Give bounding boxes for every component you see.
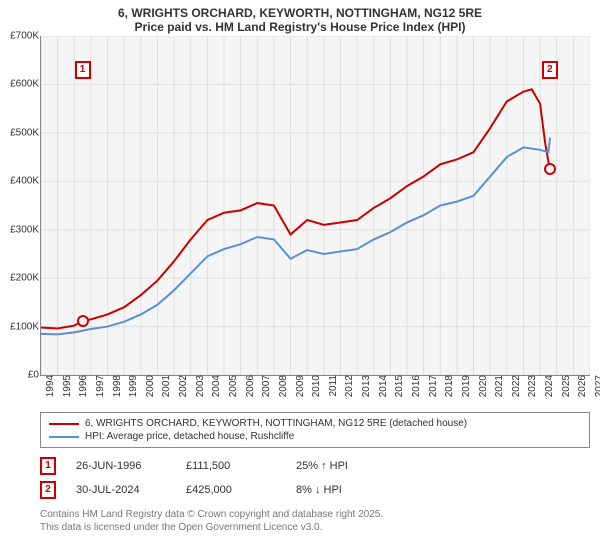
legend-label: HPI: Average price, detached house, Rush… xyxy=(85,431,294,442)
title-line-1: 6, WRIGHTS ORCHARD, KEYWORTH, NOTTINGHAM… xyxy=(0,6,600,20)
x-axis-label: 2012 xyxy=(340,375,355,397)
transaction-marker: 1 xyxy=(40,457,56,475)
footer: Contains HM Land Registry data © Crown c… xyxy=(40,508,590,534)
x-axis-label: 2011 xyxy=(324,375,339,397)
y-axis-label: £100K xyxy=(10,321,41,332)
x-axis-label: 2025 xyxy=(557,375,572,397)
x-axis-label: 2027 xyxy=(590,375,600,397)
x-axis-label: 2021 xyxy=(490,375,505,397)
y-axis-label: £300K xyxy=(10,224,41,235)
transaction-date: 30-JUL-2024 xyxy=(76,484,166,496)
chart-title-block: 6, WRIGHTS ORCHARD, KEYWORTH, NOTTINGHAM… xyxy=(0,0,600,36)
transaction-price: £425,000 xyxy=(186,484,276,496)
x-axis-label: 2019 xyxy=(457,375,472,397)
x-axis-label: 2023 xyxy=(523,375,538,397)
transaction-price: £111,500 xyxy=(186,460,276,472)
legend-swatch xyxy=(49,423,79,425)
x-axis-label: 2018 xyxy=(440,375,455,397)
legend-item: 6, WRIGHTS ORCHARD, KEYWORTH, NOTTINGHAM… xyxy=(49,417,581,430)
x-axis-label: 2016 xyxy=(407,375,422,397)
x-axis-label: 2017 xyxy=(424,375,439,397)
x-axis-label: 2024 xyxy=(540,375,555,397)
y-axis-label: £600K xyxy=(10,79,41,90)
footer-line-2: This data is licensed under the Open Gov… xyxy=(40,521,590,534)
legend-area: 6, WRIGHTS ORCHARD, KEYWORTH, NOTTINGHAM… xyxy=(40,412,590,534)
transaction-row: 1 26-JUN-1996 £111,500 25% ↑ HPI xyxy=(40,454,590,478)
chart-svg xyxy=(41,36,590,375)
x-axis-label: 1998 xyxy=(108,375,123,397)
footer-line-1: Contains HM Land Registry data © Crown c… xyxy=(40,508,590,521)
y-axis-label: £0 xyxy=(28,370,41,381)
x-axis-label: 2002 xyxy=(174,375,189,397)
transaction-row: 2 30-JUL-2024 £425,000 8% ↓ HPI xyxy=(40,478,590,502)
transaction-date: 26-JUN-1996 xyxy=(76,460,166,472)
y-axis-label: £500K xyxy=(10,127,41,138)
x-axis-label: 2020 xyxy=(474,375,489,397)
x-axis-label: 2000 xyxy=(141,375,156,397)
x-axis-label: 1995 xyxy=(58,375,73,397)
x-axis-label: 1997 xyxy=(91,375,106,397)
x-axis-label: 1994 xyxy=(41,375,56,397)
transaction-delta: 8% ↓ HPI xyxy=(296,484,386,496)
x-axis-label: 2026 xyxy=(573,375,588,397)
x-axis-label: 2015 xyxy=(390,375,405,397)
x-axis-label: 2005 xyxy=(224,375,239,397)
chart-container: £0£100K£200K£300K£400K£500K£600K£700K199… xyxy=(40,36,590,406)
legend-item: HPI: Average price, detached house, Rush… xyxy=(49,430,581,443)
y-axis-label: £400K xyxy=(10,176,41,187)
x-axis-label: 2010 xyxy=(307,375,322,397)
transaction-delta: 25% ↑ HPI xyxy=(296,460,386,472)
x-axis-label: 2007 xyxy=(257,375,272,397)
x-axis-label: 2004 xyxy=(207,375,222,397)
transaction-rows: 1 26-JUN-1996 £111,500 25% ↑ HPI 2 30-JUL-202… xyxy=(40,454,590,502)
marker-box-2: 2 xyxy=(542,61,558,79)
x-axis-label: 1999 xyxy=(124,375,139,397)
transaction-marker: 2 xyxy=(40,481,56,499)
x-axis-label: 2009 xyxy=(291,375,306,397)
legend-box: 6, WRIGHTS ORCHARD, KEYWORTH, NOTTINGHAM… xyxy=(40,412,590,448)
x-axis-label: 2013 xyxy=(357,375,372,397)
y-axis-label: £700K xyxy=(10,31,41,42)
legend-swatch xyxy=(49,436,79,438)
x-axis-label: 2022 xyxy=(507,375,522,397)
legend-label: 6, WRIGHTS ORCHARD, KEYWORTH, NOTTINGHAM… xyxy=(85,418,467,429)
x-axis-label: 2001 xyxy=(157,375,172,397)
x-axis-label: 2003 xyxy=(191,375,206,397)
plot-area: £0£100K£200K£300K£400K£500K£600K£700K199… xyxy=(40,36,590,376)
y-axis-label: £200K xyxy=(10,273,41,284)
x-axis-label: 2006 xyxy=(241,375,256,397)
x-axis-label: 2014 xyxy=(374,375,389,397)
marker-dot-2 xyxy=(544,163,556,175)
marker-box-1: 1 xyxy=(75,61,91,79)
x-axis-label: 1996 xyxy=(74,375,89,397)
title-line-2: Price paid vs. HM Land Registry's House … xyxy=(0,20,600,34)
x-axis-label: 2008 xyxy=(274,375,289,397)
marker-dot-1 xyxy=(77,315,89,327)
